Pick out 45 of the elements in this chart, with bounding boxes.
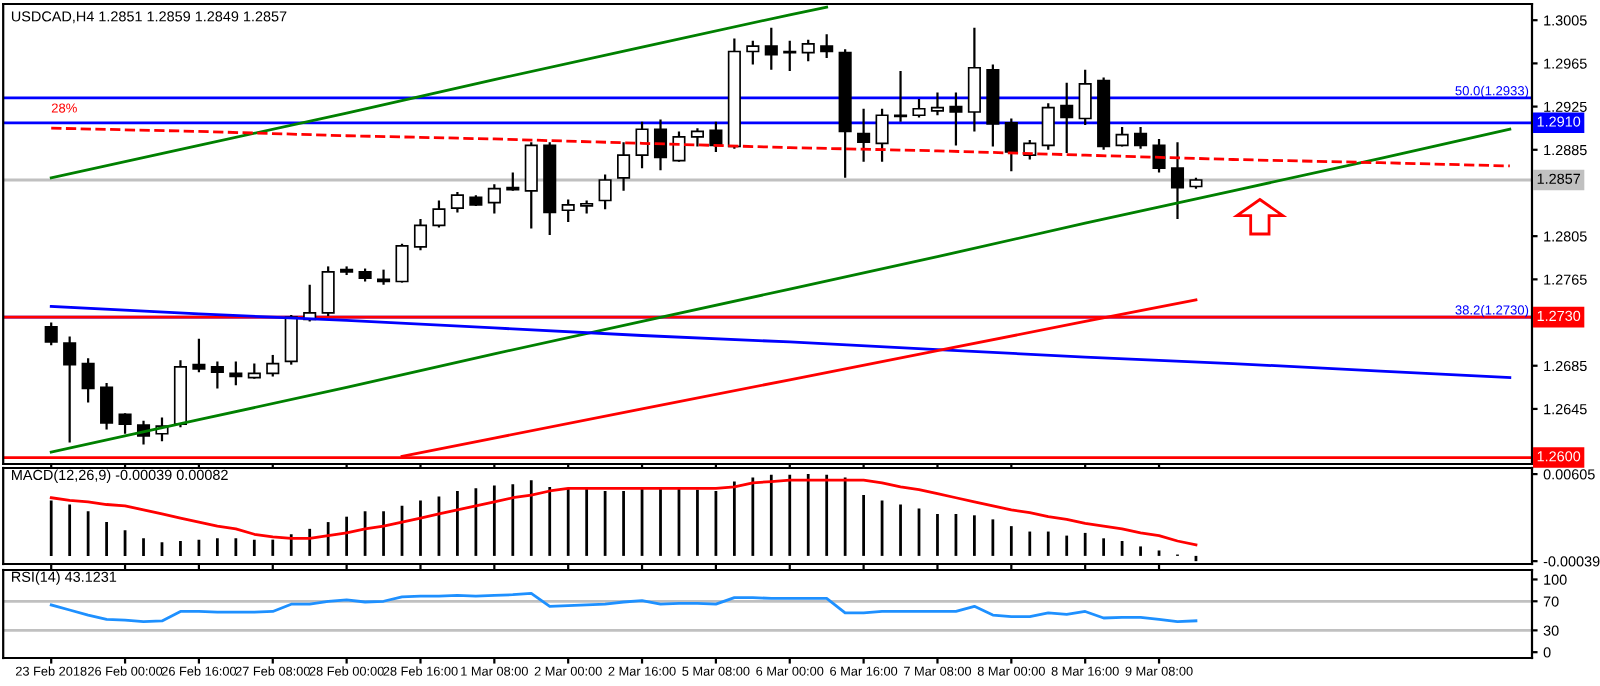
line-series bbox=[49, 591, 1198, 624]
candlestick bbox=[44, 321, 58, 347]
candlestick bbox=[63, 335, 77, 444]
candlestick bbox=[1170, 141, 1185, 220]
candlestick bbox=[617, 141, 631, 192]
candlestick bbox=[1041, 102, 1055, 151]
candlestick bbox=[801, 38, 815, 63]
candlestick bbox=[1134, 125, 1148, 150]
candlestick bbox=[118, 412, 132, 435]
candlestick bbox=[746, 39, 760, 66]
candlestick bbox=[266, 353, 280, 378]
candlestick bbox=[764, 26, 778, 71]
candlestick bbox=[930, 91, 945, 117]
candlestick bbox=[893, 69, 908, 123]
candlestick bbox=[524, 141, 538, 230]
candlestick bbox=[672, 130, 686, 163]
candlestick bbox=[1078, 68, 1092, 127]
candlestick bbox=[506, 171, 520, 192]
candlestick bbox=[857, 107, 871, 163]
candlestick bbox=[487, 183, 501, 215]
candlestick bbox=[949, 91, 963, 147]
candlestick bbox=[653, 118, 668, 172]
line-series bbox=[49, 126, 1512, 168]
candlestick bbox=[432, 199, 446, 229]
candlestick bbox=[690, 127, 704, 148]
candlestick bbox=[598, 173, 612, 211]
candlestick bbox=[192, 337, 206, 374]
candlestick bbox=[875, 107, 889, 163]
candlestick bbox=[321, 265, 335, 318]
candlestick bbox=[100, 381, 114, 431]
candlestick bbox=[1004, 117, 1018, 173]
candlestick bbox=[1115, 125, 1129, 148]
candlestick bbox=[820, 33, 834, 60]
candlestick bbox=[284, 313, 298, 366]
candlestick bbox=[229, 360, 243, 387]
candlestick bbox=[1060, 81, 1074, 155]
candlestick bbox=[450, 190, 464, 214]
candlestick bbox=[395, 242, 409, 284]
candlestick bbox=[912, 97, 926, 119]
candlestick bbox=[81, 357, 95, 404]
candlestick bbox=[561, 198, 575, 224]
candlestick bbox=[1152, 137, 1166, 174]
candlestick bbox=[967, 26, 981, 133]
candlestick bbox=[413, 217, 428, 252]
candlestick bbox=[210, 360, 224, 390]
